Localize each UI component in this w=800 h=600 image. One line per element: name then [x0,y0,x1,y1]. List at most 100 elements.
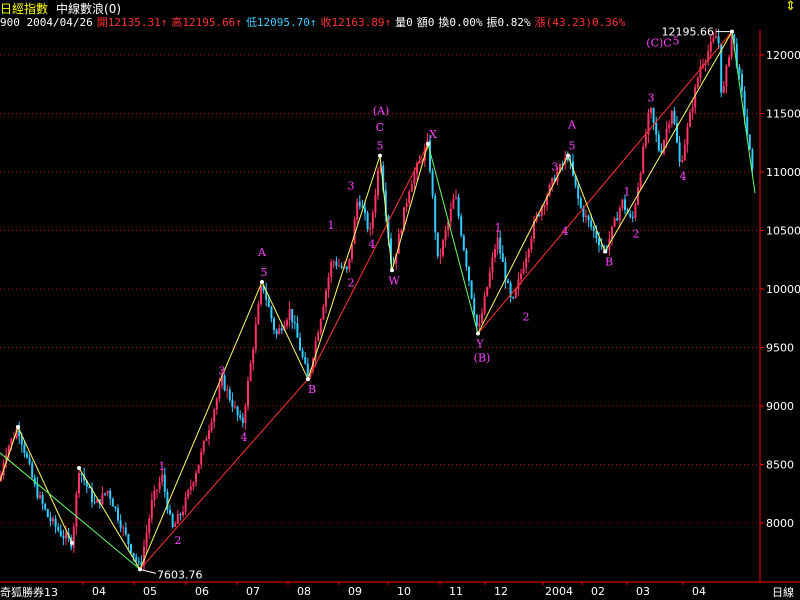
candle-body [111,498,114,507]
trend-line-13 [604,31,733,252]
wave-label-2: 3 [219,364,226,377]
wave-label-15: X [429,128,437,141]
candle-body [213,409,216,423]
candle-body [410,184,413,192]
wave-label-20: 3 [552,161,559,174]
candle-body [143,546,145,566]
candle-body [735,43,738,68]
candle-body [192,482,195,487]
candle-body [62,535,65,539]
candle-body [496,237,499,250]
candle-body [577,185,580,199]
wave-label-4: 5 [261,266,268,279]
open-value: 開12135.31↑ [96,16,168,29]
candle-body [345,266,348,270]
candle-body [28,457,31,464]
period-daily-button[interactable]: 日線 [772,586,794,599]
candle-body [228,389,231,401]
candle-body [741,73,743,92]
candle-body [377,170,379,196]
candle-body [455,197,457,199]
candle-body [616,218,619,221]
candle-body [150,500,153,519]
candle-body [665,128,668,141]
wave-label-7: 1 [328,219,335,232]
candle-body [358,201,361,207]
candle-body [673,111,676,124]
candle-body [293,322,296,324]
candle-body [49,517,52,522]
candle-body [639,173,642,188]
trend-line-3 [139,281,263,570]
close-value: 收12163.89↑ [320,16,392,29]
candle-body [642,146,645,174]
indicator-name[interactable]: 中線數浪(0) [56,2,122,16]
candle-body [325,290,327,307]
candle-body [660,150,663,154]
candle-body [189,486,192,491]
candle-body [247,380,249,407]
candle-body [522,267,525,274]
candle-body [746,116,749,135]
candle-body [475,314,478,327]
high-annotation: 12195.66 [662,26,715,39]
candle-body [46,509,49,518]
candle-body [707,51,710,62]
candle-body [553,177,556,182]
candle-body [83,474,86,481]
candle-body [54,518,57,527]
candle-body [335,261,338,266]
candle-body [517,279,520,290]
candle-body [202,440,205,452]
volume-value: 量0 [395,16,413,29]
candle-body [93,502,96,504]
x-tick-label-2: 06 [195,585,209,598]
candle-body [205,438,208,441]
candle-body [65,533,67,539]
candle-body [236,406,239,416]
candle-body [226,389,229,391]
candle-body [434,195,437,233]
candle-body [538,214,541,216]
candle-body [286,319,288,326]
candle-body [382,165,385,191]
candle-body [299,337,301,351]
index-title: 日經指數 [0,2,49,16]
candle-body [270,306,273,319]
candle-body [728,57,730,67]
x-tick-label-6: 10 [397,585,411,598]
candle-body [210,422,213,431]
trend-line-10 [477,31,733,334]
candle-body [137,561,140,563]
candle-body [413,173,416,185]
trend-line-14 [731,31,756,194]
up-down-arrow-icon[interactable]: ⇕ [785,0,796,14]
x-tick-label-9: 2004 [545,585,573,598]
candle-body [499,237,502,254]
candle-body [371,212,374,229]
pivot-point [378,153,382,158]
candle-body [533,220,535,239]
candle-body [582,207,585,217]
candle-body [439,255,442,257]
candle-body [7,446,10,455]
y-tick-label: 8000 [766,517,794,530]
code-date: 900 2004/04/26 [0,16,93,29]
candle-body [132,552,135,557]
x-tick-label-1: 05 [143,585,157,598]
change-value: 漲(43.23)0.36% [534,16,626,29]
candle-body [670,111,673,124]
candle-body [5,454,8,464]
candle-body [109,490,112,499]
candle-body [244,406,247,423]
trend-line-2 [78,467,141,570]
candle-body [314,340,317,359]
candle-body [317,332,320,341]
trend-line-8 [379,143,429,271]
wave-label-26: 2 [633,227,640,240]
candle-body [135,556,138,562]
candle-body [613,218,616,227]
candle-body [85,480,88,487]
candle-body [655,122,658,135]
